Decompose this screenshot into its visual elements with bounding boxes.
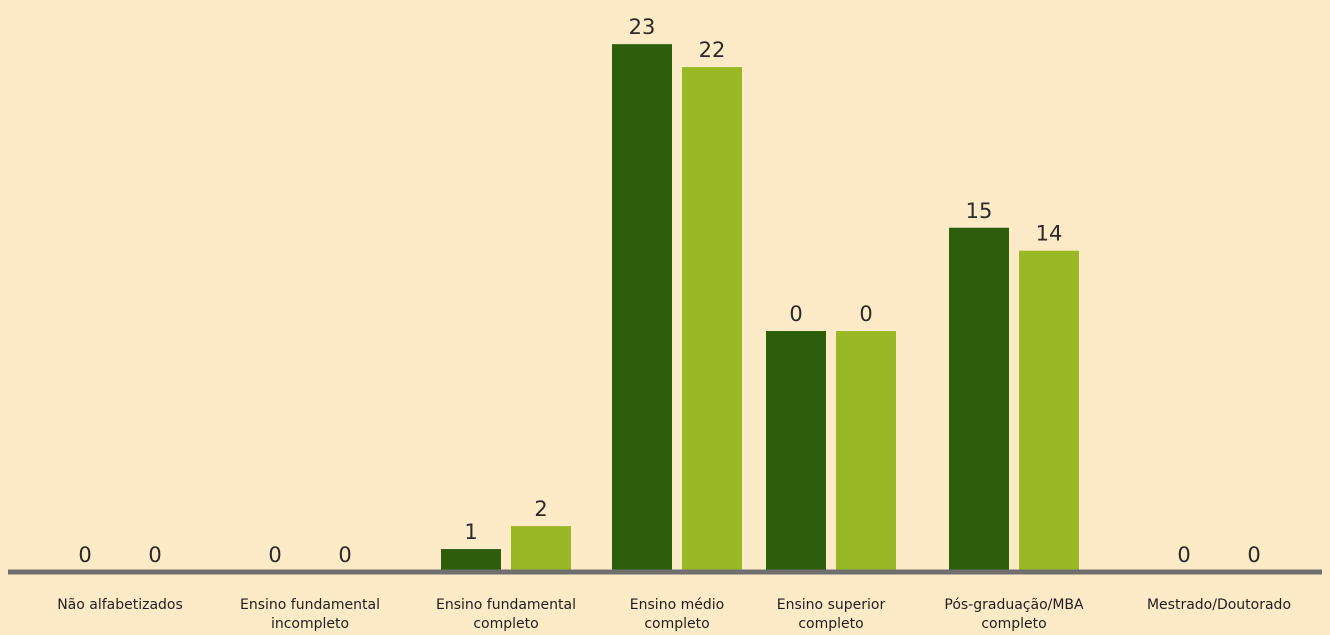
value-label-s1-6: 0 [1177,543,1190,567]
category-label-4-line-1: completo [798,616,863,632]
bars-group [441,44,1079,572]
category-label-3-line-0: Ensino médio [630,597,724,613]
category-label-2-line-0: Ensino fundamental [436,597,576,613]
bar-s1-5 [949,227,1009,572]
category-label-6: Mestrado/Doutorado [1147,597,1291,613]
category-label-4: Ensino superior completo [777,597,886,632]
category-label-3-line-1: completo [644,616,709,632]
category-label-2: Ensino fundamental completo [436,597,576,632]
value-label-s2-2: 2 [534,497,547,521]
value-label-s2-0: 0 [148,543,161,567]
category-label-5-line-0: Pós-graduação/MBA [944,597,1084,613]
value-labels-group: 0 0 0 0 1 2 23 22 0 0 15 14 0 0 [78,15,1260,567]
category-label-5: Pós-graduação/MBA completo [944,597,1084,632]
category-label-0: Não alfabetizados [57,597,183,613]
value-label-s2-5: 14 [1036,222,1063,246]
category-label-1: Ensino fundamental incompleto [240,597,380,632]
category-label-5-line-1: completo [981,616,1046,632]
value-label-s1-1: 0 [268,543,281,567]
category-labels-group: Não alfabetizados Ensino fundamental incom… [57,597,1291,632]
category-label-3: Ensino médio completo [630,597,724,632]
bar-s2-5 [1019,250,1079,572]
value-label-s1-2: 1 [464,520,477,544]
bar-s1-3 [612,44,672,572]
category-label-6-line-0: Mestrado/Doutorado [1147,597,1291,613]
value-label-s1-5: 15 [966,199,993,223]
bar-s1-2 [441,549,501,572]
value-label-s1-3: 23 [629,15,656,39]
bar-s1-4 [766,331,826,572]
category-label-0-line-0: Não alfabetizados [57,597,183,613]
category-label-1-line-1: incompleto [271,616,349,632]
value-label-s2-4: 0 [859,302,872,326]
category-label-4-line-0: Ensino superior [777,597,886,613]
value-label-s2-6: 0 [1247,543,1260,567]
value-label-s1-0: 0 [78,543,91,567]
category-label-1-line-0: Ensino fundamental [240,597,380,613]
bar-s2-3 [682,67,742,572]
value-label-s2-3: 22 [699,38,726,62]
value-label-s2-1: 0 [338,543,351,567]
bar-s2-4 [836,331,896,572]
category-label-2-line-1: completo [473,616,538,632]
value-label-s1-4: 0 [789,302,802,326]
bar-s2-2 [511,526,571,572]
